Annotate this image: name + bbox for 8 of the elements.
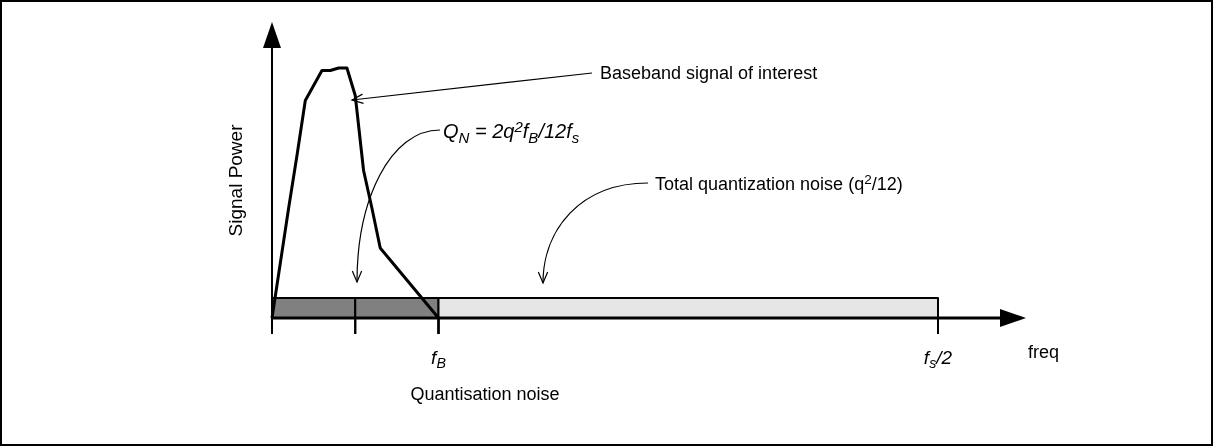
text: Quantisation noise [410, 384, 560, 404]
x-axis-title: freq [1028, 342, 1060, 362]
annotation: Total quantization noise (q$^{2}$/12) [655, 172, 903, 194]
x-tick-label: f$_{s}$/2 [923, 347, 953, 372]
annotation: Q$_{N}$ = 2q$^{2}$f$_{B}$/12f$_{s}$ [443, 118, 580, 146]
y-axis-title: Signal Power [225, 123, 246, 237]
annotation: Baseband signal of interest [600, 63, 818, 83]
x-tick-label: f$_{B}$ [431, 347, 447, 372]
